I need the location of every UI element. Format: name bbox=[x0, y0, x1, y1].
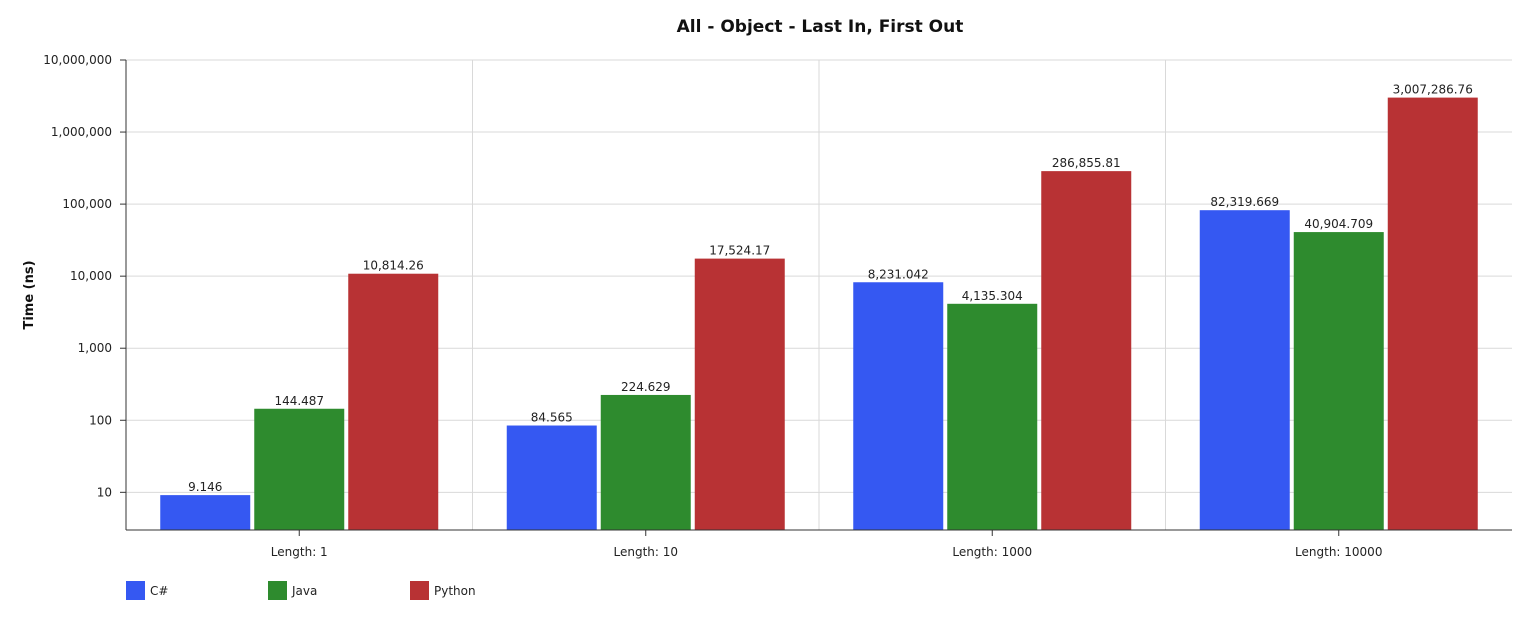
y-tick-label: 10,000 bbox=[70, 269, 112, 283]
bar-java bbox=[1293, 232, 1384, 530]
bar-python bbox=[348, 273, 439, 530]
chart-title: All - Object - Last In, First Out bbox=[676, 17, 964, 37]
y-axis-label: Time (ns) bbox=[22, 260, 37, 329]
data-label: 84.565 bbox=[531, 411, 573, 425]
bar-csharp bbox=[506, 425, 597, 530]
y-tick-label: 1,000,000 bbox=[51, 125, 112, 139]
y-tick-label: 100,000 bbox=[62, 197, 112, 211]
legend-label: C# bbox=[150, 583, 169, 598]
data-label: 3,007,286.76 bbox=[1393, 83, 1473, 97]
data-label: 82,319.669 bbox=[1210, 195, 1279, 209]
legend-label: Python bbox=[434, 583, 476, 598]
bar-csharp bbox=[160, 495, 251, 530]
legend-label: Java bbox=[292, 583, 318, 598]
data-label: 40,904.709 bbox=[1304, 217, 1373, 231]
data-label: 144.487 bbox=[274, 394, 324, 408]
x-tick-label: Length: 10 bbox=[613, 545, 678, 559]
legend-item[interactable]: C# bbox=[126, 581, 268, 600]
bar-java bbox=[254, 408, 345, 530]
x-tick-label: Length: 1000 bbox=[952, 545, 1032, 559]
y-tick-label: 10 bbox=[97, 485, 112, 499]
bar-java bbox=[600, 394, 691, 530]
y-tick-label: 100 bbox=[89, 413, 112, 427]
data-label: 17,524.17 bbox=[709, 244, 770, 258]
legend-swatch bbox=[268, 581, 287, 600]
bar-python bbox=[1387, 97, 1478, 530]
tick-labels: 10 100 1,000 10,000 100,000 1,000,000 10,000,0… bbox=[43, 53, 1382, 559]
y-tick-label: 10,000,000 bbox=[43, 53, 112, 67]
bar-java bbox=[947, 303, 1038, 530]
data-label: 10,814.26 bbox=[363, 259, 424, 273]
bar-csharp bbox=[1199, 210, 1290, 530]
y-tick-label: 1,000 bbox=[78, 341, 112, 355]
legend-item[interactable]: Python bbox=[410, 581, 552, 600]
bar-chart: 10 100 1,000 10,000 100,000 1,000,000 10,000,0… bbox=[22, 53, 1512, 559]
x-tick-label: Length: 10000 bbox=[1295, 545, 1382, 559]
legend: C# Java Python bbox=[126, 581, 552, 600]
data-label: 224.629 bbox=[621, 380, 671, 394]
data-label: 286,855.81 bbox=[1052, 156, 1121, 170]
bar-csharp bbox=[853, 282, 944, 530]
data-label: 4,135.304 bbox=[962, 289, 1023, 303]
legend-swatch bbox=[410, 581, 429, 600]
data-labels: 9.146 144.487 10,814.26 84.565 224.629 17,524… bbox=[188, 83, 1473, 495]
bar-python bbox=[694, 258, 785, 530]
legend-item[interactable]: Java bbox=[268, 581, 410, 600]
bars bbox=[160, 97, 1478, 530]
bar-python bbox=[1041, 171, 1132, 530]
x-tick-label: Length: 1 bbox=[271, 545, 328, 559]
data-label: 9.146 bbox=[188, 480, 222, 494]
data-label: 8,231.042 bbox=[868, 267, 929, 281]
legend-swatch bbox=[126, 581, 145, 600]
axes bbox=[125, 60, 1512, 531]
